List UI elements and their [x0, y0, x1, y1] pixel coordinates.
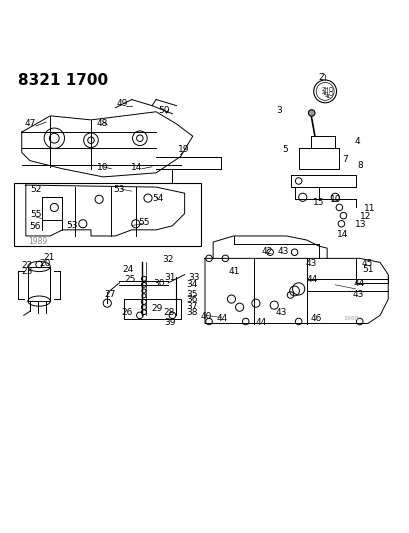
Text: 19: 19	[178, 145, 189, 154]
Text: 10: 10	[97, 163, 108, 172]
Text: 38: 38	[186, 308, 197, 317]
Text: 1988: 1988	[343, 316, 359, 321]
Circle shape	[308, 110, 314, 116]
Text: 42: 42	[261, 247, 272, 255]
Text: 10: 10	[330, 195, 341, 204]
Text: 27: 27	[105, 290, 116, 298]
Text: 4L: 4L	[324, 94, 330, 99]
Text: 4: 4	[354, 136, 360, 146]
Text: 52: 52	[30, 184, 42, 193]
Text: 28: 28	[163, 308, 174, 317]
Text: 22: 22	[21, 261, 33, 270]
Text: 7: 7	[341, 155, 347, 164]
Text: 40: 40	[200, 312, 211, 321]
Text: 54: 54	[152, 193, 164, 203]
Text: 53: 53	[66, 221, 77, 230]
Text: 44: 44	[254, 318, 266, 327]
Text: 1989: 1989	[28, 237, 47, 246]
Text: 47: 47	[25, 119, 36, 128]
Text: 30: 30	[153, 279, 164, 288]
Text: 8: 8	[357, 161, 362, 171]
Text: 39: 39	[164, 318, 176, 327]
Text: 43: 43	[305, 259, 317, 268]
Bar	[13, 183, 200, 246]
Text: 3: 3	[276, 107, 281, 116]
Text: 21: 21	[44, 253, 55, 262]
Text: 31: 31	[164, 273, 176, 282]
Text: 14: 14	[336, 230, 348, 239]
Text: 55: 55	[138, 219, 149, 228]
Text: 44: 44	[306, 275, 317, 284]
Text: 15: 15	[312, 198, 323, 207]
Text: 43: 43	[277, 247, 289, 255]
Text: 45: 45	[360, 259, 372, 268]
Text: 29: 29	[151, 304, 163, 313]
Text: 33: 33	[187, 273, 199, 282]
Text: 2: 2	[317, 74, 323, 83]
Text: 41: 41	[229, 267, 240, 276]
Text: 55: 55	[30, 211, 42, 219]
Text: 37: 37	[186, 302, 197, 311]
Text: 46: 46	[309, 314, 321, 323]
Text: 4H○: 4H○	[321, 90, 333, 95]
Text: 51: 51	[361, 265, 373, 274]
Text: 5: 5	[282, 145, 288, 154]
Text: 23: 23	[21, 267, 33, 276]
Text: 11: 11	[363, 204, 375, 213]
Text: 12: 12	[359, 212, 371, 221]
Text: 13: 13	[354, 221, 365, 230]
Text: 26: 26	[121, 308, 132, 317]
Text: 36: 36	[186, 295, 197, 304]
Text: 44: 44	[216, 314, 227, 323]
Text: 25: 25	[124, 275, 135, 284]
Text: 43: 43	[275, 308, 286, 317]
Text: 56: 56	[29, 222, 41, 231]
Text: 2H○: 2H○	[321, 86, 333, 91]
Text: 24: 24	[122, 265, 133, 274]
Text: 50: 50	[158, 107, 170, 116]
Text: 20: 20	[40, 259, 51, 268]
Text: 49: 49	[117, 99, 128, 108]
Text: 53: 53	[113, 184, 125, 193]
Text: 32: 32	[162, 255, 173, 264]
Text: 43: 43	[352, 290, 363, 298]
Text: 8321 1700: 8321 1700	[18, 73, 108, 88]
Text: 14: 14	[131, 164, 142, 173]
Text: 44: 44	[353, 279, 364, 288]
Text: 48: 48	[97, 119, 108, 128]
Text: 34: 34	[186, 279, 197, 288]
Text: 35: 35	[186, 290, 197, 298]
